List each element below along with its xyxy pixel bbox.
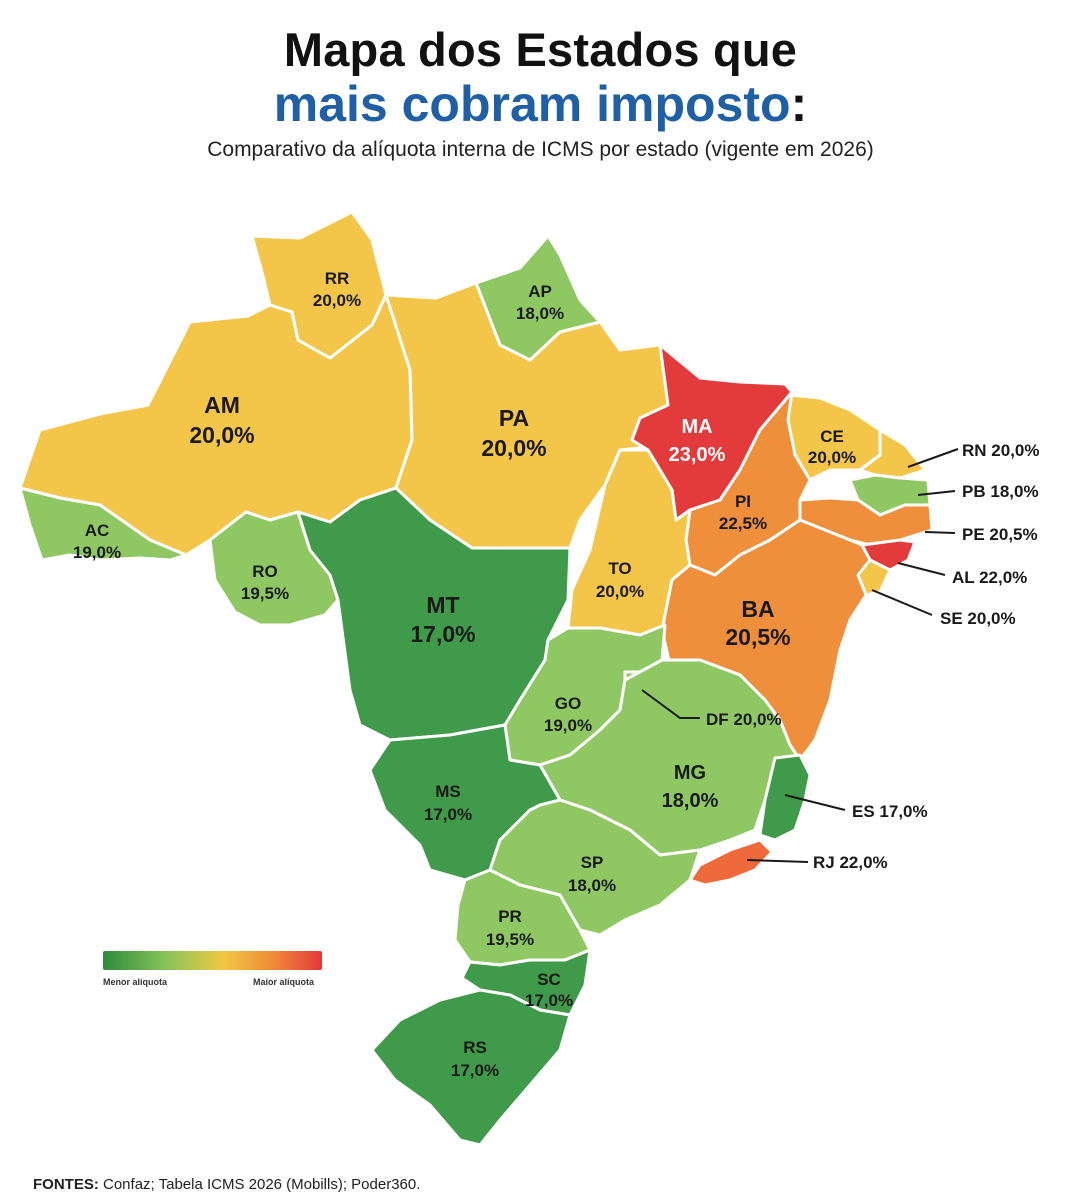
label-pa-code: PA (499, 405, 529, 431)
label-pr-code: PR (498, 907, 522, 926)
label-ac-code: AC (85, 521, 110, 540)
label-am-code: AM (204, 392, 240, 418)
label-ba-rate: 20,5% (725, 624, 790, 650)
label-sp-rate: 18,0% (568, 876, 616, 895)
label-ro-code: RO (252, 562, 278, 581)
legend-gradient-bar (103, 951, 322, 970)
label-rs-rate: 17,0% (451, 1061, 499, 1080)
label-ap-rate: 18,0% (516, 304, 564, 323)
label-rr-rate: 20,0% (313, 291, 361, 310)
label-to-code: TO (608, 559, 631, 578)
callout-df: DF 20,0% (706, 710, 782, 729)
label-mg-code: MG (674, 762, 706, 784)
label-pi-rate: 22,5% (719, 514, 767, 533)
sources-label: FONTES: (33, 1176, 99, 1193)
callout-rj: RJ 22,0% (813, 853, 888, 872)
label-ce-rate: 20,0% (808, 448, 856, 467)
leader-df (641, 689, 700, 719)
label-ro-rate: 19,5% (241, 584, 289, 603)
label-ms-code: MS (435, 782, 461, 801)
label-ap-code: AP (528, 282, 552, 301)
state-mg[interactable] (538, 658, 802, 857)
callout-se: SE 20,0% (940, 609, 1016, 628)
callout-rn: RN 20,0% (962, 441, 1040, 460)
leader-pb (917, 490, 956, 496)
legend-max-label: Maior alíquota (253, 977, 315, 987)
label-ba-code: BA (741, 596, 774, 622)
leader-pe (924, 531, 956, 534)
title-colon: : (790, 76, 808, 132)
label-ac-rate: 19,0% (73, 543, 121, 562)
callout-es: ES 17,0% (852, 802, 928, 821)
leader-al (897, 562, 946, 576)
label-pa-rate: 20,0% (481, 435, 546, 461)
label-sc-code: SC (537, 970, 561, 989)
label-ma-code: MA (681, 416, 712, 438)
subtitle: Comparativo da alíquota interna de ICMS … (207, 138, 874, 161)
state-sc[interactable] (460, 948, 592, 1017)
state-rj[interactable] (688, 838, 774, 887)
state-es[interactable] (758, 753, 812, 842)
title-line-1: Mapa dos Estados que (283, 23, 798, 76)
label-am-rate: 20,0% (189, 422, 254, 448)
leader-rn (907, 448, 959, 468)
callout-al: AL 22,0% (952, 568, 1027, 587)
leader-se (871, 589, 933, 616)
label-rr-code: RR (325, 269, 350, 288)
label-ce-code: CE (820, 427, 844, 446)
state-rs[interactable] (370, 988, 572, 1147)
label-mt-rate: 17,0% (410, 621, 475, 647)
leader-rj (746, 859, 809, 863)
callout-pb: PB 18,0% (962, 482, 1039, 501)
label-go-rate: 19,0% (544, 716, 592, 735)
label-rs-code: RS (463, 1038, 487, 1057)
label-to-rate: 20,0% (596, 582, 644, 601)
legend-min-label: Menor alíquota (103, 977, 168, 987)
callout-pe: PE 20,5% (962, 525, 1038, 544)
title-highlight: mais cobram imposto (273, 76, 791, 132)
state-ac[interactable] (18, 486, 188, 562)
label-pr-rate: 19,5% (486, 930, 534, 949)
sources-footer: FONTES: Confaz; Tabela ICMS 2026 (Mobill… (33, 1176, 420, 1193)
leader-es (784, 794, 846, 811)
label-sp-code: SP (581, 853, 604, 872)
label-ma-rate: 23,0% (669, 444, 726, 466)
state-rr[interactable] (250, 210, 388, 360)
label-pi-code: PI (735, 492, 751, 511)
title-line-2: mais cobram imposto: (0, 75, 1081, 133)
label-mt-code: MT (426, 592, 459, 618)
label-ms-rate: 17,0% (424, 805, 472, 824)
sources-text: Confaz; Tabela ICMS 2026 (Mobills); Pode… (98, 1176, 421, 1193)
label-go-code: GO (555, 694, 581, 713)
label-sc-rate: 17,0% (525, 991, 573, 1010)
state-sp[interactable] (488, 798, 702, 937)
label-mg-rate: 18,0% (662, 790, 719, 812)
